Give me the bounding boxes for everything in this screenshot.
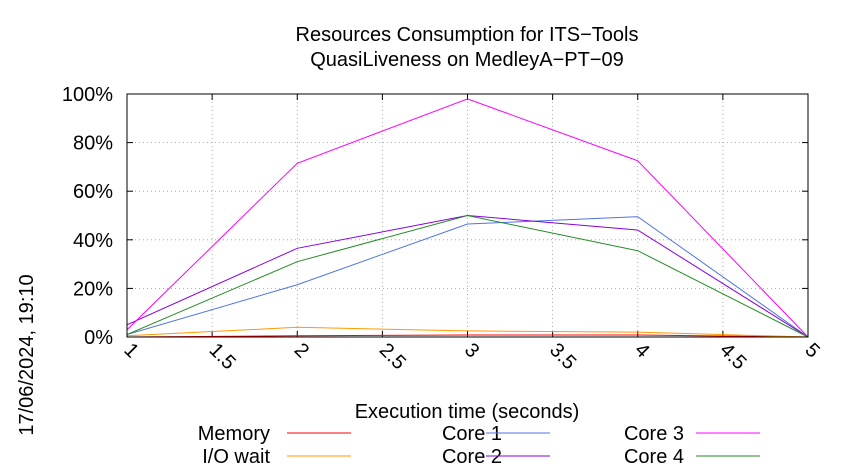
- y-tick-label: 100%: [62, 84, 113, 106]
- x-tick-label: 2: [290, 339, 313, 362]
- legend-label-core-2: Core 2: [442, 446, 502, 468]
- x-tick-label: 1: [119, 339, 142, 362]
- x-axis-label: Execution time (seconds): [355, 401, 580, 423]
- y-tick-label: 0%: [84, 327, 113, 349]
- y-tick-label: 80%: [73, 133, 113, 155]
- legend-label-memory: Memory: [198, 423, 270, 445]
- legend-label-core-1: Core 1: [442, 423, 502, 445]
- chart-title: Resources Consumption for ITS−Tools: [296, 24, 639, 46]
- y-tick-label: 60%: [73, 181, 113, 203]
- x-tick-label: 1.5: [205, 339, 240, 374]
- series-line-i-o-wait: [126, 326, 809, 338]
- x-tick-label: 3.5: [545, 339, 580, 374]
- series-line-core-4: [126, 214, 809, 338]
- legend-label-i-o-wait: I/O wait: [202, 446, 270, 468]
- legend-label-core-3: Core 3: [624, 423, 684, 445]
- chart-subtitle: QuasiLiveness on MedleyA−PT−09: [310, 49, 624, 71]
- timestamp-label: 17/06/2024, 19:10: [16, 274, 38, 435]
- grid: [127, 94, 808, 337]
- series-lines: [126, 98, 809, 338]
- plot-area-border: [126, 93, 809, 338]
- x-tick-label: 5: [800, 339, 823, 362]
- legend-label-core-4: Core 4: [624, 446, 684, 468]
- series-line-core-1: [126, 216, 809, 338]
- x-tick-label: 2.5: [375, 339, 410, 374]
- x-tick-label: 4: [630, 339, 653, 362]
- y-tick-label: 20%: [73, 278, 113, 300]
- y-axis-ticks: 0% 20% 40% 60% 80% 100%: [62, 84, 808, 349]
- x-tick-label: 4.5: [715, 339, 750, 374]
- x-tick-label: 3: [460, 339, 483, 362]
- series-line-memory: [126, 334, 809, 338]
- series-line-core-3: [126, 98, 809, 338]
- y-tick-label: 40%: [73, 230, 113, 252]
